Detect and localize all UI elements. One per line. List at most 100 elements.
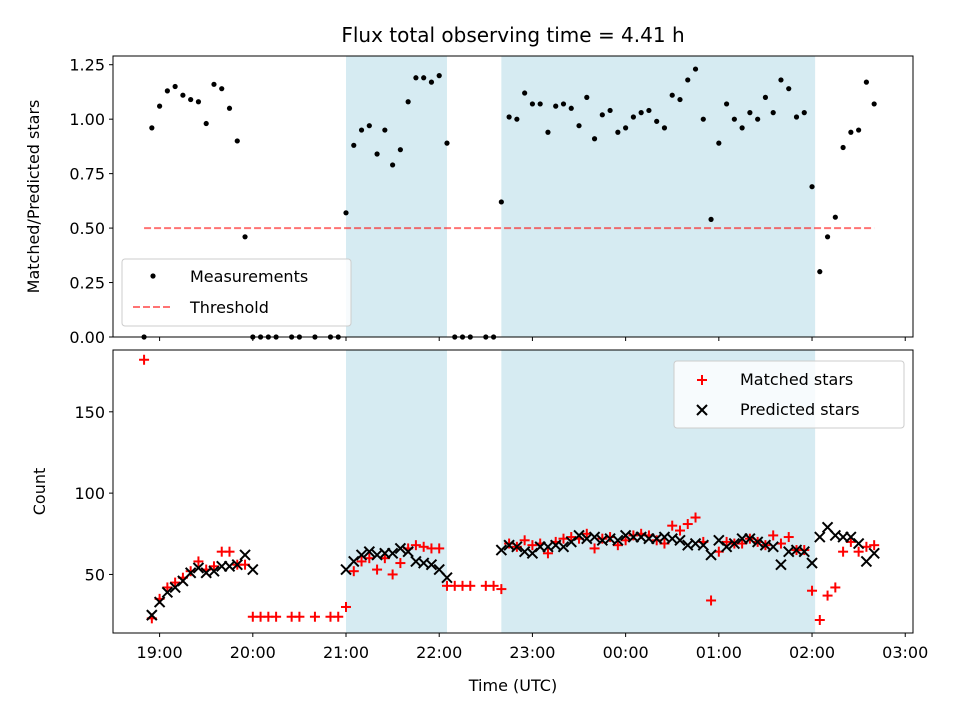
matched-point — [807, 585, 818, 596]
shaded-span — [501, 56, 816, 337]
matched-point — [690, 512, 701, 523]
predicted-point — [573, 529, 585, 542]
predicted-point — [814, 531, 826, 543]
measurement-point — [358, 127, 365, 133]
matched-point — [822, 590, 833, 601]
matched-point — [674, 525, 685, 536]
x-stroke-b — [868, 547, 880, 560]
predicted-point — [868, 547, 880, 560]
measurement-point — [669, 92, 675, 98]
x-stroke-b — [153, 596, 166, 608]
measurement-point — [801, 110, 807, 116]
matched-point — [309, 611, 320, 622]
x-stroke-b — [394, 542, 407, 555]
chart-title: Flux total observing time = 4.41 h — [341, 23, 684, 47]
measurement-point — [731, 116, 737, 122]
measurement-point — [444, 140, 450, 146]
measurement-point — [770, 110, 776, 116]
bottom-x-ticks: 19:00 20:00 21:00 22:00 23:00 00:00 01:00 02:00… — [137, 633, 928, 662]
measurement-point — [654, 118, 660, 124]
y-tick-label: 1.00 — [69, 110, 105, 129]
measurement-point — [553, 103, 559, 109]
matched-point — [224, 546, 235, 557]
matched-point — [682, 519, 693, 530]
measurement-point — [863, 79, 869, 85]
matched-point — [853, 546, 864, 557]
predicted-point — [674, 534, 686, 547]
x-stroke-b — [573, 529, 585, 542]
measurement-point — [545, 129, 551, 135]
predicted-point — [441, 571, 453, 584]
x-stroke-b — [713, 534, 725, 547]
top-shaded-spans — [346, 56, 816, 337]
x-stroke-b — [200, 567, 212, 579]
predicted-point — [184, 567, 197, 579]
measurement-point — [405, 99, 411, 105]
x-stroke-b — [612, 534, 624, 547]
measurement-point — [164, 88, 170, 94]
matched-point — [348, 566, 359, 577]
x-tick-label: 21:00 — [323, 643, 369, 662]
matched-point — [799, 545, 810, 556]
count-points — [139, 354, 880, 625]
predicted-legend-label: Predicted stars — [740, 400, 860, 419]
matched-point — [333, 611, 344, 622]
x-stroke-b — [650, 532, 663, 545]
predicted-point — [511, 541, 523, 553]
x-stroke-b — [192, 562, 205, 574]
predicted-point — [239, 549, 251, 561]
measurement-point — [607, 107, 613, 114]
matched-point — [814, 614, 825, 625]
top-panel: 0.00 0.25 0.50 0.75 1.00 1.25 Flux total obse… — [24, 23, 914, 347]
measurement-point — [560, 101, 567, 107]
predicted-legend-marker — [696, 404, 708, 416]
matched-point — [519, 535, 530, 546]
measurement-point — [390, 162, 396, 168]
y-tick-label: 1.25 — [69, 56, 105, 75]
x-stroke-b — [402, 545, 414, 558]
measurement-point — [226, 105, 233, 111]
matched-point — [356, 556, 367, 567]
x-stroke-b — [767, 541, 779, 553]
matched-point — [372, 564, 383, 575]
matched-legend-label: Matched stars — [740, 370, 853, 389]
x-stroke-b — [542, 541, 554, 553]
x-stroke-b — [495, 544, 508, 556]
measurement-point — [413, 75, 419, 81]
measurement-point — [856, 127, 862, 133]
bottom-panel: 50 100 150 19:00 20:00 21:00 22:00 23:00 00:00 0… — [30, 349, 928, 695]
measurement-point — [188, 96, 194, 103]
x-axis-label: Time (UTC) — [468, 676, 557, 695]
matched-point — [434, 543, 445, 554]
measurement-point — [584, 94, 590, 100]
measurement-point — [149, 125, 155, 131]
measurement-point — [211, 81, 217, 87]
x-stroke-b — [161, 586, 174, 599]
matched-point — [612, 540, 623, 551]
measurement-point — [692, 66, 699, 72]
predicted-point — [775, 558, 787, 571]
x-tick-label: 02:00 — [789, 643, 835, 662]
x-stroke-b — [852, 537, 865, 550]
measurement-point — [755, 116, 761, 122]
measurement-point — [514, 116, 520, 122]
shaded-span — [346, 56, 447, 337]
measurement-point — [630, 114, 636, 120]
x-stroke-b — [371, 549, 383, 561]
y-tick-label: 100 — [74, 484, 105, 503]
x-stroke-b — [208, 565, 220, 577]
bottom-y-ticks: 50 100 150 — [74, 403, 113, 584]
x-tick-label: 03:00 — [882, 643, 928, 662]
matched-point — [170, 577, 181, 588]
top-x-ticks — [159, 337, 906, 341]
x-stroke-b — [728, 537, 741, 550]
threshold-legend-label: Threshold — [189, 298, 269, 317]
x-stroke-b — [674, 534, 686, 547]
measurement-point — [537, 101, 543, 107]
matched-point — [294, 611, 305, 622]
matched-point — [566, 532, 577, 543]
shaded-span — [346, 350, 447, 633]
measurement-point — [591, 136, 598, 142]
x-stroke-b — [682, 539, 694, 551]
